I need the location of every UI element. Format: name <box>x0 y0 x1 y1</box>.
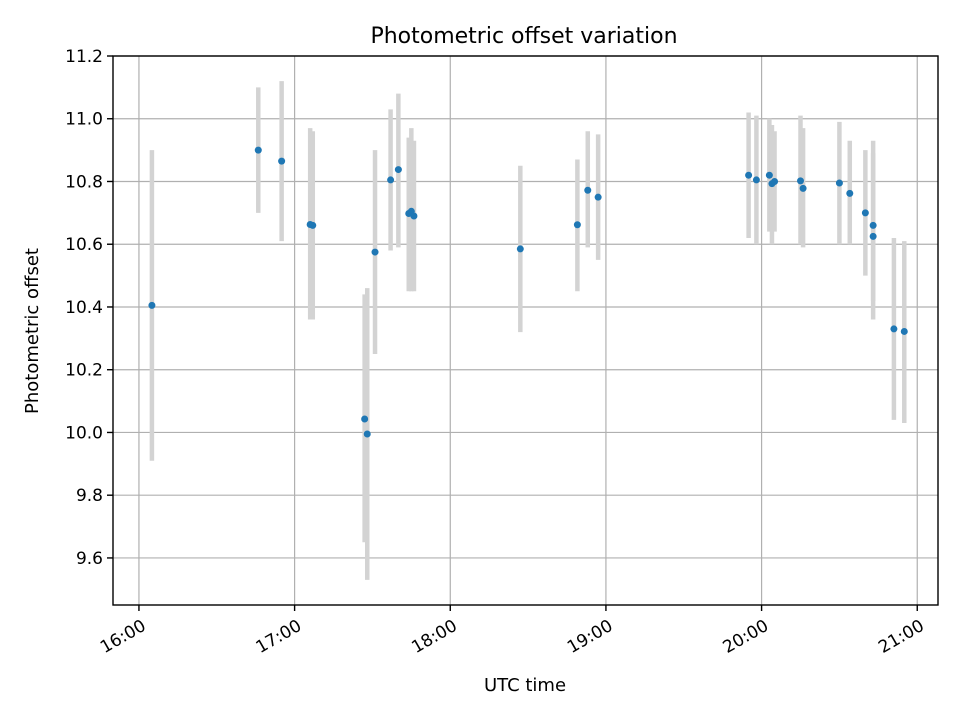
x-tick-label: 16:00 <box>97 616 149 658</box>
data-point <box>765 171 773 179</box>
data-point <box>394 166 402 174</box>
x-tick-label: 18:00 <box>408 616 460 658</box>
data-point <box>363 430 371 438</box>
y-tick-label: 9.8 <box>76 486 103 506</box>
data-point <box>594 193 602 201</box>
y-axis-ticks: 9.6 9.8 10.0 10.2 10.4 10.6 10.8 11.0 11.2 <box>65 47 113 569</box>
y-tick-label: 10.4 <box>65 298 103 318</box>
data-point <box>799 184 807 192</box>
x-tick-label: 21:00 <box>875 616 927 658</box>
y-tick-label: 10.2 <box>65 361 103 381</box>
x-tick-label: 17:00 <box>253 616 305 658</box>
data-point <box>846 189 854 197</box>
x-axis-ticks: 16:00 17:00 18:00 19:00 20:00 21:00 <box>97 605 928 658</box>
error-bars <box>149 81 907 580</box>
data-point <box>278 157 286 165</box>
data-points <box>148 146 908 438</box>
data-point <box>410 212 418 220</box>
data-point <box>861 209 869 217</box>
data-point <box>387 176 395 184</box>
plot-frame <box>112 55 939 606</box>
x-tick-label: 20:00 <box>720 616 772 658</box>
data-point <box>516 245 524 253</box>
y-tick-label: 10.6 <box>65 235 103 255</box>
chart-title: Photometric offset variation <box>370 24 677 49</box>
y-tick-label: 10.8 <box>65 172 103 192</box>
data-point <box>869 232 877 240</box>
data-point <box>371 248 379 256</box>
y-axis-label: Photometric offset <box>22 248 43 414</box>
x-axis-label: UTC time <box>484 675 566 696</box>
grid <box>113 55 938 605</box>
y-tick-label: 9.6 <box>76 549 103 569</box>
data-point <box>835 179 843 187</box>
data-point <box>254 146 262 154</box>
data-point <box>900 327 908 335</box>
data-point <box>584 186 592 194</box>
data-point <box>361 415 369 423</box>
x-tick-label: 19:00 <box>564 616 616 658</box>
data-point <box>869 221 877 229</box>
data-point <box>745 171 753 179</box>
data-point <box>573 221 581 229</box>
data-point <box>148 301 156 309</box>
y-tick-label: 10.0 <box>65 423 103 443</box>
data-point <box>890 325 898 333</box>
data-point <box>771 177 779 185</box>
data-point <box>309 221 317 229</box>
y-tick-label: 11.2 <box>65 47 103 67</box>
data-point <box>797 177 804 185</box>
data-point <box>752 176 760 184</box>
y-tick-label: 11.0 <box>65 110 103 130</box>
